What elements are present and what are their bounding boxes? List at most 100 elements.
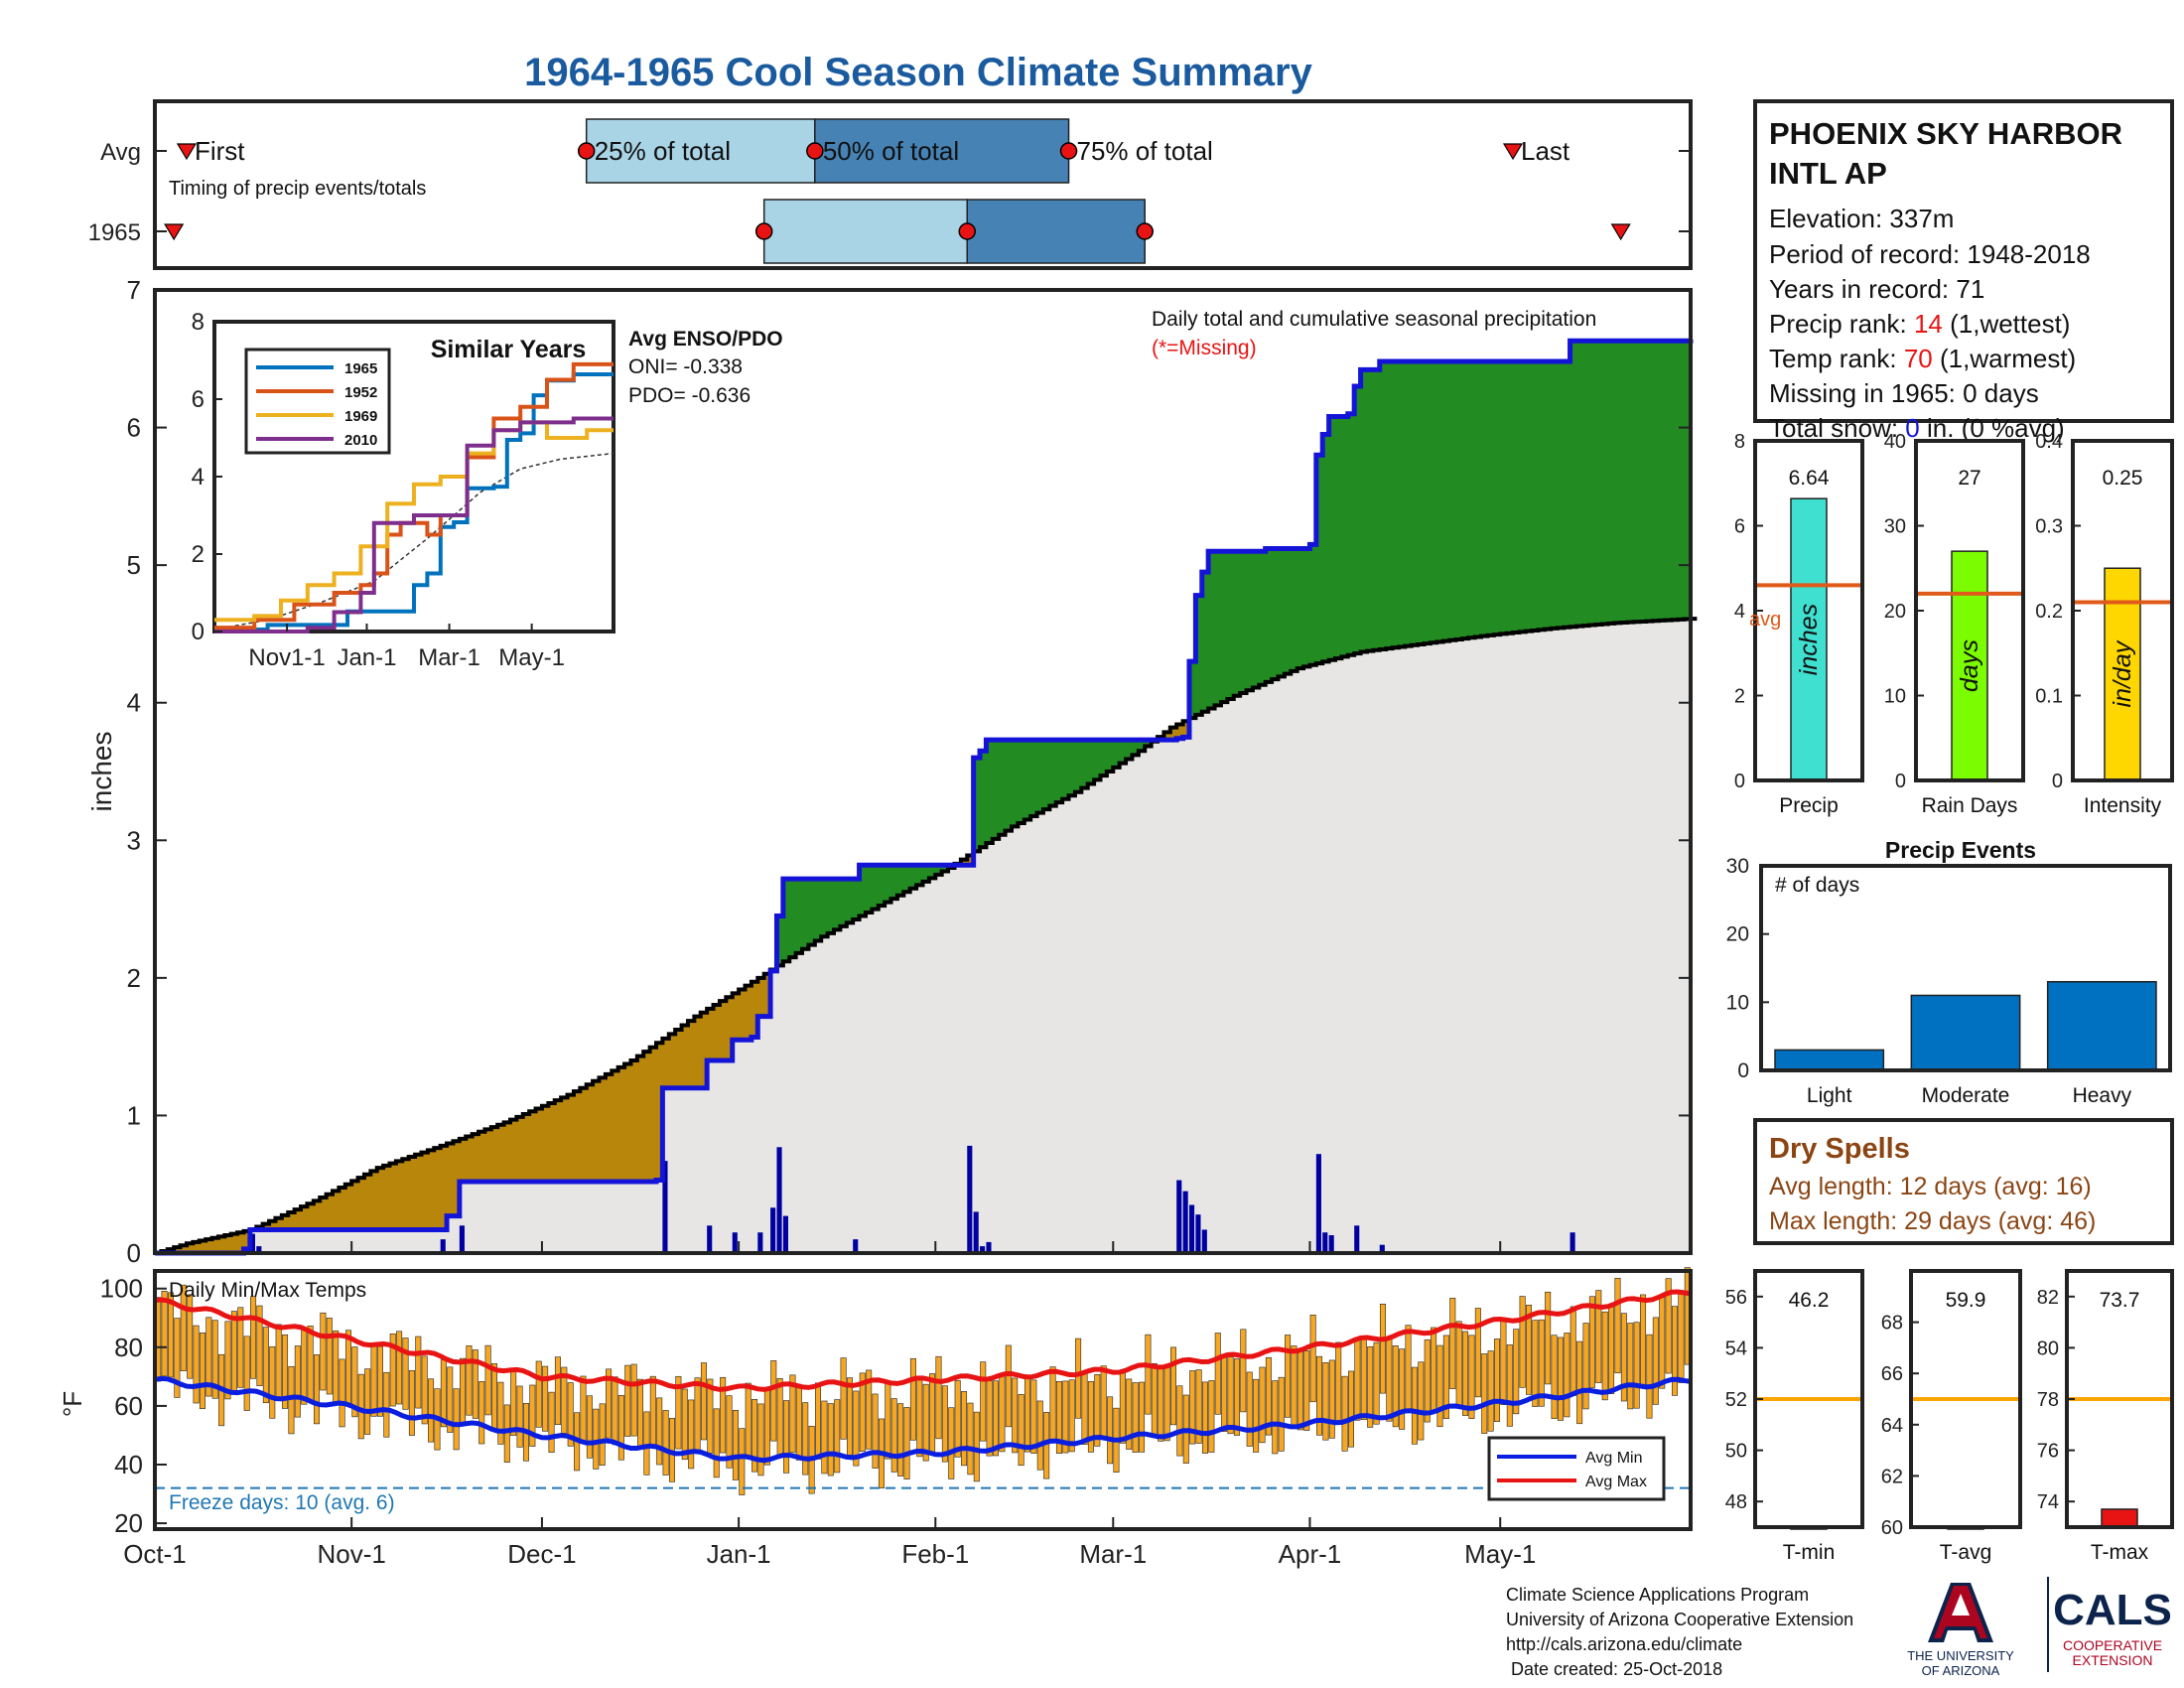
daily-temp-bar-84 (688, 1399, 695, 1470)
inset-series-line-2010 (214, 416, 614, 633)
daily-temp-bar-88 (713, 1408, 720, 1478)
temp-summary-label: T-max (2091, 1541, 2149, 1564)
daily-temp-bar-182 (1309, 1315, 1316, 1403)
timing-label-p75: 75% of total (1077, 136, 1213, 166)
temperature-frame (153, 1269, 1693, 1531)
daily-temp-bar-164 (1195, 1369, 1202, 1444)
daily-temp-bar-186 (1335, 1341, 1342, 1425)
daily-temp-bar-100 (789, 1374, 796, 1454)
daily-temp-bar-198 (1411, 1366, 1418, 1445)
temperature-plot: 20 40 60 80 100 (100, 1267, 1692, 1538)
daily-temp-bar-30 (344, 1330, 351, 1404)
precip-y-tick-label: 6 (127, 413, 141, 443)
precip-event-bar-heavy (2046, 980, 2157, 1071)
daily-precip-bar-5 (662, 1161, 668, 1253)
daily-temp-bar-207 (1468, 1335, 1475, 1419)
timing-row-avg: Avg (100, 139, 141, 166)
summary-label: Rain Days (1922, 794, 2018, 817)
daily-temp-bar-155 (1139, 1381, 1146, 1453)
daily-temp-bar-122 (929, 1373, 936, 1453)
daily-temp-bar-13 (237, 1307, 244, 1388)
precip-frame (153, 288, 1693, 1255)
dry-spells-avg: Avg length: 12 days (avg: 16) (1769, 1173, 2092, 1200)
dry-spells-max: Max length: 29 days (avg: 46) (1769, 1207, 2096, 1235)
daily-temp-bar-168 (1221, 1353, 1228, 1432)
daily-temp-bar-146 (1081, 1371, 1088, 1445)
daily-temp-bar-19 (275, 1324, 282, 1401)
avg-min-temp-line (154, 1375, 1692, 1464)
daily-temp-bar-31 (351, 1346, 358, 1418)
temp-y-tick-label: 80 (114, 1333, 143, 1362)
daily-temp-bar-201 (1431, 1327, 1437, 1413)
missing-note: (*=Missing) (1152, 337, 1257, 359)
daily-temp-bar-150 (1107, 1396, 1114, 1465)
daily-temp-bar-124 (941, 1385, 948, 1463)
daily-temp-bar-107 (834, 1399, 841, 1474)
temp-legend-label: Avg Min (1585, 1450, 1643, 1467)
temp-rank-value: 70 (1904, 344, 1933, 373)
daily-temp-bar-132 (993, 1380, 1000, 1457)
daily-temp-bar-92 (739, 1428, 746, 1495)
timing-1965-p25-marker (754, 222, 773, 240)
daily-temp-bar-238 (1665, 1278, 1672, 1374)
daily-temp-bar-26 (320, 1312, 327, 1391)
daily-precip-bar-4 (459, 1225, 465, 1253)
daily-temp-bar-153 (1126, 1378, 1133, 1450)
daily-temp-bar-219 (1545, 1291, 1552, 1385)
summary-tick-label: 2 (1734, 686, 1745, 708)
daily-temp-bar-177 (1278, 1376, 1285, 1452)
summary-tick-label: 0 (1734, 771, 1745, 792)
enso-pdo: PDO= -0.636 (628, 384, 751, 407)
similar-years-inset: 0 2 4 6 8 Nov1-1 Jan-1 Mar-1 May-1 1965 1952 1969 2… (192, 309, 615, 671)
precip-events-tick-label: 20 (1726, 923, 1749, 946)
daily-temp-bar-223 (1570, 1306, 1576, 1396)
daily-temp-bar-70 (599, 1403, 606, 1466)
daily-precip-bar-9 (770, 1207, 776, 1253)
daily-temp-bar-119 (909, 1357, 916, 1441)
coop-line1: COOPERATIVE (2063, 1637, 2162, 1653)
timing-1965-last-marker (1610, 223, 1631, 241)
daily-temp-bar-37 (389, 1334, 396, 1407)
daily-temp-bar-28 (333, 1330, 340, 1405)
daily-temp-bar-90 (726, 1395, 733, 1469)
precip-y-tick-label: 2 (127, 963, 141, 993)
daily-temp-bar-118 (903, 1407, 910, 1479)
daily-temp-bar-188 (1348, 1370, 1354, 1448)
inset-y-tick-label: 0 (192, 619, 205, 645)
page-title: 1964-1965 Cool Season Climate Summary (524, 51, 1312, 94)
daily-temp-bar-214 (1513, 1329, 1520, 1415)
precip-y-tick-label: 7 (127, 275, 141, 305)
daily-temp-bar-116 (890, 1398, 897, 1473)
daily-temp-bar-104 (815, 1382, 822, 1460)
daily-temp-bar-50 (472, 1349, 478, 1419)
timing-1965-first-marker (164, 223, 185, 241)
summary-bar-1 (1951, 550, 1988, 781)
daily-temp-bar-222 (1564, 1333, 1570, 1418)
daily-temp-bar-229 (1608, 1304, 1615, 1394)
daily-temp-bar-196 (1399, 1348, 1406, 1430)
daily-temp-bar-171 (1240, 1329, 1247, 1413)
daily-temp-bar-175 (1265, 1356, 1272, 1436)
daily-temp-bar-230 (1614, 1277, 1621, 1374)
station-snow: Total snow: 0 in. (0 %avg) (1769, 413, 2065, 443)
daily-temp-bar-217 (1532, 1320, 1539, 1407)
daily-temp-bar-86 (700, 1362, 707, 1441)
temperature-summary-panels: 46.2 T-min 48 50 52 54 56 59.9 T-avg 60 62 64 66 68 73… (1725, 1269, 2174, 1564)
daily-temp-bar-54 (497, 1381, 504, 1445)
precip-y-tick-label: 3 (127, 825, 141, 855)
station-frame (1753, 99, 2174, 423)
temp-y-tick-label: 60 (114, 1391, 143, 1421)
daily-precip-bar-17 (1176, 1180, 1182, 1253)
daily-temp-bar-111 (859, 1372, 866, 1452)
daily-temp-bar-204 (1449, 1298, 1456, 1389)
summary-bar-0 (1790, 497, 1828, 781)
daily-temp-bar-156 (1145, 1334, 1152, 1415)
daily-temp-bar-176 (1272, 1380, 1279, 1455)
date-tick-label: Apr-1 (1279, 1539, 1342, 1569)
date-tick-label: Jan-1 (707, 1539, 771, 1569)
timing-row-1965: 1965 (88, 219, 141, 246)
summary-tick-label: 30 (1884, 516, 1906, 538)
temperature-y-axis-label: °F (58, 1391, 87, 1417)
daily-temp-bar-144 (1068, 1379, 1075, 1453)
daily-temp-bar-115 (885, 1381, 891, 1460)
